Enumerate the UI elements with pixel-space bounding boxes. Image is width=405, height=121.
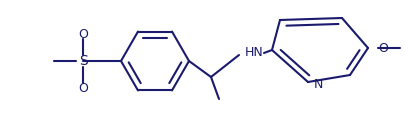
Text: O: O (78, 27, 88, 41)
Text: O: O (378, 42, 388, 54)
Text: HN: HN (245, 46, 264, 60)
Text: O: O (78, 82, 88, 95)
Text: S: S (79, 54, 87, 68)
Text: N: N (313, 79, 323, 91)
